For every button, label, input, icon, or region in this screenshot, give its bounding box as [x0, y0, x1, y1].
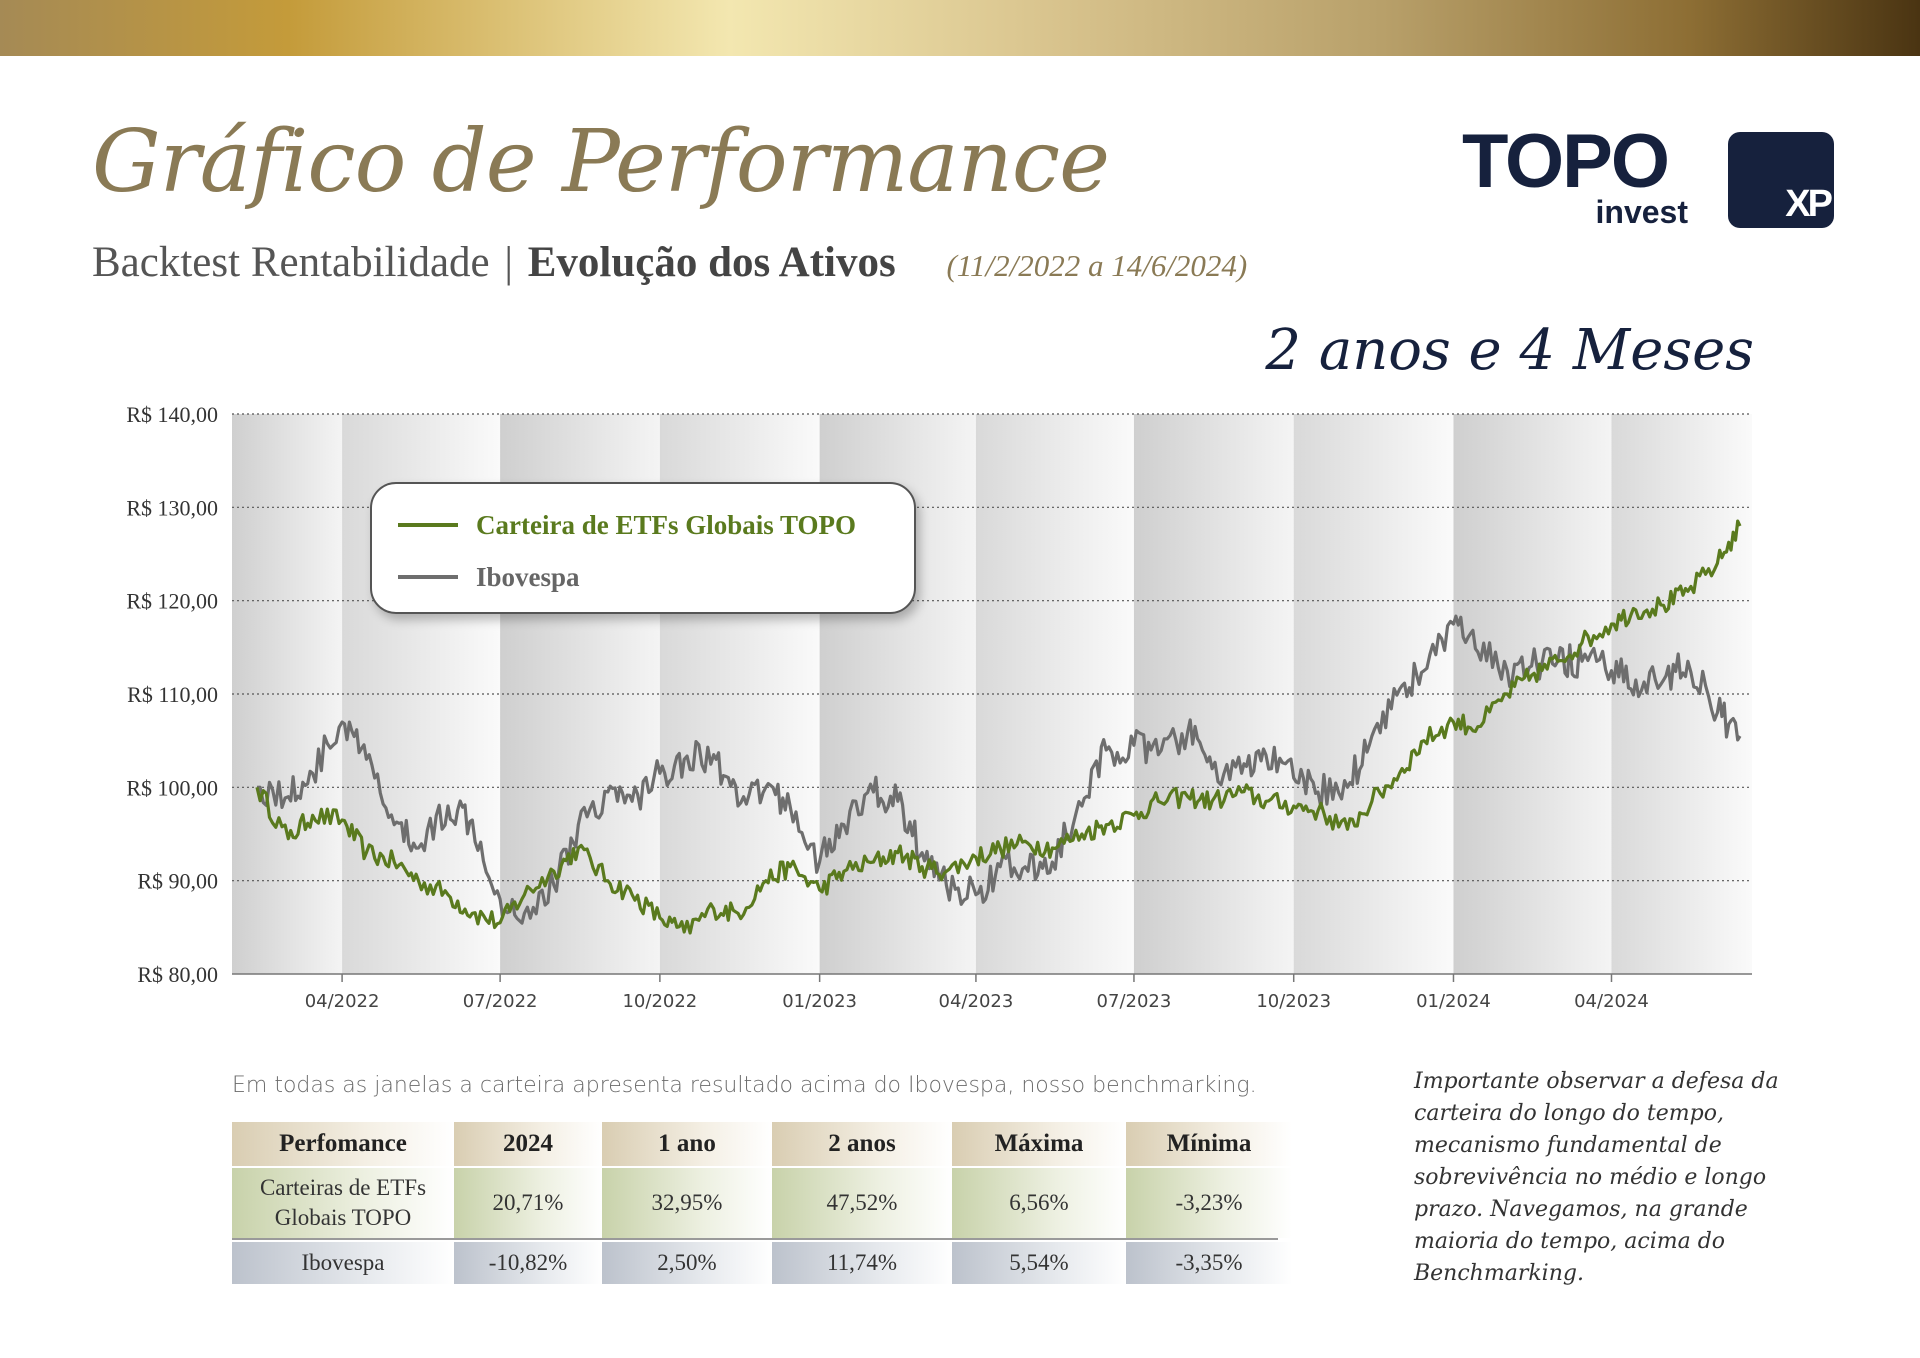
- y-axis-tick-label: R$ 130,00: [126, 495, 218, 520]
- topo-logo-word: TOPO: [1462, 119, 1670, 204]
- table-header-cell: Perfomance: [232, 1122, 454, 1166]
- x-axis-tick-label: 01/2023: [782, 991, 857, 1012]
- xp-logo-text: XP: [1785, 183, 1833, 225]
- table-header-cell: 2 anos: [772, 1122, 952, 1166]
- y-axis-tick-label: R$ 110,00: [127, 682, 218, 707]
- table-cell: 47,52%: [772, 1168, 952, 1238]
- y-axis-tick-label: R$ 120,00: [126, 589, 218, 614]
- table-header-cell: Mínima: [1126, 1122, 1292, 1166]
- performance-table: Perfomance 2024 1 ano 2 anos Máxima Míni…: [232, 1122, 1292, 1284]
- table-cell: 20,71%: [454, 1168, 602, 1238]
- subtitle-main: Backtest Rentabilidade: [92, 239, 490, 286]
- y-axis-tick-label: R$ 90,00: [137, 869, 218, 894]
- row-label-line: Carteiras de ETFs: [259, 1175, 427, 1201]
- table-header-cell: 2024: [454, 1122, 602, 1166]
- side-note: Importante observar a defesa da carteira…: [1414, 1069, 1779, 1286]
- x-axis-tick-label: 04/2023: [939, 991, 1014, 1012]
- x-axis-tick-label: 10/2022: [622, 991, 697, 1012]
- table-cell: -3,23%: [1126, 1168, 1292, 1238]
- chart-quarter-band: [975, 414, 1134, 974]
- table-cell: 2,50%: [602, 1242, 772, 1284]
- table-header-cell: 1 ano: [602, 1122, 772, 1166]
- table-row-label-ibovespa: Ibovespa: [232, 1242, 454, 1284]
- decorative-top-band: [0, 0, 1920, 56]
- xp-logo: XP: [1728, 132, 1834, 228]
- legend-label-topo: Carteira de ETFs Globais TOPO: [476, 509, 857, 540]
- table-caption: Em todas as janelas a carteira apresenta…: [232, 1073, 1257, 1098]
- legend-swatch-ibovespa: [398, 575, 458, 579]
- series-line-ibovespa: [256, 614, 1742, 925]
- period-label: 2 anos e 4 Meses: [1265, 318, 1754, 383]
- y-axis-tick-label: R$ 80,00: [137, 962, 218, 987]
- table-cell: 6,56%: [952, 1168, 1126, 1238]
- subtitle-separator: |: [504, 239, 513, 286]
- legend-item-ibovespa: Ibovespa: [398, 562, 580, 592]
- x-axis-tick-label: 01/2024: [1416, 991, 1491, 1012]
- topo-logo-sub: invest: [1595, 194, 1688, 230]
- table-cell: 32,95%: [602, 1168, 772, 1238]
- table-cell: 5,54%: [952, 1242, 1126, 1284]
- page-subtitle: Backtest Rentabilidade | Evolução dos At…: [92, 238, 1247, 287]
- x-axis-tick-label: 04/2024: [1574, 991, 1649, 1012]
- x-axis-tick-label: 10/2023: [1256, 991, 1331, 1012]
- chart-legend: Carteira de ETFs Globais TOPO Ibovespa: [370, 482, 916, 614]
- page-title: Gráfico de Performance: [92, 112, 1110, 212]
- topo-invest-logo: TOPO invest: [1462, 124, 1694, 232]
- table-row-label-topo: Carteiras de ETFs Globais TOPO: [232, 1168, 454, 1238]
- row-label-line: Globais TOPO: [274, 1205, 412, 1230]
- subtitle-bold: Evolução dos Ativos: [527, 239, 896, 286]
- legend-label-ibovespa: Ibovespa: [476, 561, 580, 592]
- series-line-topo: [255, 519, 1742, 935]
- table-cell: -10,82%: [454, 1242, 602, 1284]
- table-row-divider: [232, 1238, 1278, 1240]
- table-cell: -3,35%: [1126, 1242, 1292, 1284]
- table-header-cell: Máxima: [952, 1122, 1126, 1166]
- y-axis-tick-label: R$ 100,00: [126, 775, 218, 800]
- date-range: (11/2/2022 a 14/6/2024): [946, 248, 1248, 283]
- x-axis-tick-label: 07/2022: [463, 991, 538, 1012]
- legend-swatch-topo: [398, 523, 458, 527]
- legend-item-topo: Carteira de ETFs Globais TOPO: [398, 510, 856, 540]
- x-axis-tick-label: 07/2023: [1097, 991, 1172, 1012]
- y-axis-tick-label: R$ 140,00: [126, 402, 218, 427]
- table-cell: 11,74%: [772, 1242, 952, 1284]
- x-axis-tick-label: 04/2022: [305, 991, 380, 1012]
